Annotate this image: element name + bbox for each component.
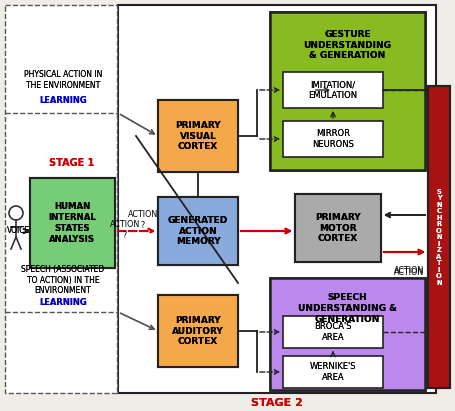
Text: STAGE 2: STAGE 2: [251, 398, 302, 408]
Bar: [157, 197, 238, 265]
Text: ACTION
?: ACTION ?: [127, 210, 158, 230]
Bar: [269, 12, 424, 170]
Text: WERNIKE'S
AREA: WERNIKE'S AREA: [309, 362, 355, 382]
Text: STAGE 1: STAGE 1: [49, 158, 95, 168]
Bar: [157, 100, 238, 172]
Text: PRIMARY
AUDITORY
CORTEX: PRIMARY AUDITORY CORTEX: [172, 316, 223, 346]
Text: SPEECH
UNDERSTANDING &
GENERATION: SPEECH UNDERSTANDING & GENERATION: [298, 293, 396, 323]
Text: SPEECH (ASSOCIATED
TO ACTION) IN THE
ENVIRONMENT: SPEECH (ASSOCIATED TO ACTION) IN THE ENV…: [21, 265, 104, 295]
Bar: [30, 178, 115, 268]
Text: LEARNING: LEARNING: [39, 298, 87, 307]
Text: MIRROR
NEURONS: MIRROR NEURONS: [311, 129, 353, 149]
Bar: [269, 12, 424, 170]
Text: GENERATED
ACTION
MEMORY: GENERATED ACTION MEMORY: [167, 216, 228, 246]
Text: SPEECH (ASSOCIATED
TO ACTION) IN THE
ENVIRONMENT: SPEECH (ASSOCIATED TO ACTION) IN THE ENV…: [21, 265, 104, 295]
Bar: [283, 356, 382, 388]
Text: PRIMARY
VISUAL
CORTEX: PRIMARY VISUAL CORTEX: [175, 121, 220, 151]
Text: LEARNING: LEARNING: [39, 95, 87, 104]
Text: PHYSICAL ACTION IN
THE ENVIRONMENT: PHYSICAL ACTION IN THE ENVIRONMENT: [24, 70, 102, 90]
Text: MIRROR
NEURONS: MIRROR NEURONS: [311, 129, 353, 149]
Bar: [283, 356, 382, 388]
Text: IMITATION/
EMULATION: IMITATION/ EMULATION: [308, 80, 357, 100]
Text: ACTION: ACTION: [393, 268, 423, 277]
Text: S
Y
N
C
H
R
O
N
I
Z
A
T
I
O
N: S Y N C H R O N I Z A T I O N: [435, 189, 441, 286]
Text: S
Y
N
C
H
R
O
N
I
Z
A
T
I
O
N: S Y N C H R O N I Z A T I O N: [435, 189, 441, 286]
Bar: [283, 316, 382, 348]
Text: PRIMARY
AUDITORY
CORTEX: PRIMARY AUDITORY CORTEX: [172, 316, 223, 346]
Bar: [283, 72, 382, 108]
Bar: [30, 178, 115, 268]
Text: GENERATED
ACTION
MEMORY: GENERATED ACTION MEMORY: [167, 216, 228, 246]
Text: HUMAN
INTERNAL
STATES
ANALYSIS: HUMAN INTERNAL STATES ANALYSIS: [49, 202, 96, 244]
Text: SPEECH
UNDERSTANDING &
GENERATION: SPEECH UNDERSTANDING & GENERATION: [298, 293, 396, 323]
Text: BROCA'S
AREA: BROCA'S AREA: [313, 322, 351, 342]
Text: IMITATION/
EMULATION: IMITATION/ EMULATION: [308, 80, 357, 100]
Bar: [283, 72, 382, 108]
Text: VOICE: VOICE: [7, 226, 30, 235]
Text: BROCA'S
AREA: BROCA'S AREA: [313, 322, 351, 342]
Bar: [294, 194, 380, 262]
Text: LEARNING: LEARNING: [39, 95, 87, 104]
Bar: [427, 86, 449, 388]
Text: PRIMARY
MOTOR
CORTEX: PRIMARY MOTOR CORTEX: [314, 213, 360, 243]
Bar: [157, 197, 238, 265]
Bar: [157, 295, 238, 367]
Text: PHYSICAL ACTION IN
THE ENVIRONMENT: PHYSICAL ACTION IN THE ENVIRONMENT: [24, 70, 102, 90]
Text: STAGE 1: STAGE 1: [49, 158, 95, 168]
Text: ACTION: ACTION: [393, 266, 423, 275]
Text: PRIMARY
MOTOR
CORTEX: PRIMARY MOTOR CORTEX: [314, 213, 360, 243]
Bar: [283, 121, 382, 157]
Text: ACTION
?: ACTION ?: [110, 220, 140, 240]
Bar: [283, 121, 382, 157]
Bar: [269, 278, 424, 390]
Bar: [157, 295, 238, 367]
Text: WERNIKE'S
AREA: WERNIKE'S AREA: [309, 362, 355, 382]
Text: STAGE 2: STAGE 2: [251, 398, 302, 408]
Text: GESTURE
UNDERSTANDING
& GENERATION: GESTURE UNDERSTANDING & GENERATION: [303, 30, 391, 60]
Bar: [157, 100, 238, 172]
Text: LEARNING: LEARNING: [39, 298, 87, 307]
Bar: [283, 316, 382, 348]
Bar: [5, 5, 117, 393]
Bar: [269, 278, 424, 390]
Bar: [294, 194, 380, 262]
Bar: [118, 5, 435, 393]
Text: PRIMARY
VISUAL
CORTEX: PRIMARY VISUAL CORTEX: [175, 121, 220, 151]
Text: HUMAN
INTERNAL
STATES
ANALYSIS: HUMAN INTERNAL STATES ANALYSIS: [49, 202, 96, 244]
Text: GESTURE
UNDERSTANDING
& GENERATION: GESTURE UNDERSTANDING & GENERATION: [303, 30, 391, 60]
Text: VOICE: VOICE: [7, 226, 30, 235]
Bar: [427, 86, 449, 388]
